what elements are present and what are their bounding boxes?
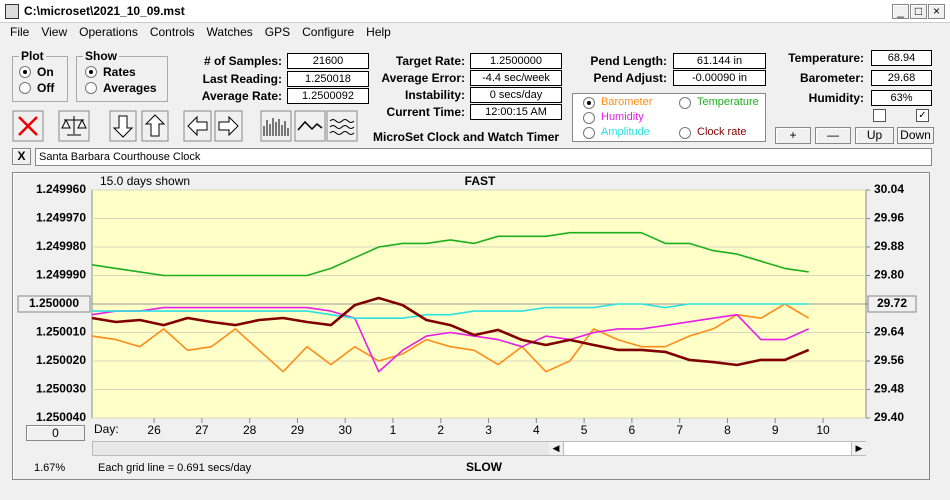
scale-label: 1.67%: [34, 462, 66, 474]
menu-item[interactable]: Help: [366, 25, 391, 39]
radio-option[interactable]: Off: [19, 81, 54, 95]
app-icon: [5, 4, 19, 19]
field-label: Humidity:: [808, 91, 864, 105]
field-label: Current Time:: [386, 105, 465, 119]
offset-button[interactable]: 0: [26, 425, 85, 441]
balance-button[interactable]: [58, 110, 90, 142]
legend-entry[interactable]: Temperature: [679, 96, 759, 109]
menu-item[interactable]: View: [41, 25, 68, 39]
legend: Barometer Temperature Humidity Amplitude Clo…: [572, 93, 766, 142]
window-title: C:\microset\2021_10_09.mst: [24, 4, 185, 18]
legend-entry[interactable]: Clock rate: [679, 126, 747, 139]
scrollbar[interactable]: ◀ ▶: [92, 441, 866, 456]
clear-button[interactable]: X: [12, 148, 31, 165]
legend-entry[interactable]: Amplitude: [583, 126, 650, 139]
maximize-button[interactable]: □: [910, 4, 927, 19]
env-button[interactable]: +: [775, 127, 811, 144]
field-value: -0.00090 in: [673, 70, 766, 86]
left-button[interactable]: [183, 110, 212, 142]
field-value: 29.68: [871, 70, 932, 86]
field-value: 1.2500000: [470, 53, 562, 69]
app-title: MicroSet Clock and Watch Timer: [373, 130, 560, 144]
toolbar: [12, 110, 358, 142]
clock-name-input[interactable]: Santa Barbara Courthouse Clock: [35, 148, 932, 166]
menu-item[interactable]: GPS: [264, 25, 291, 39]
field-label: Pend Adjust:: [593, 71, 667, 85]
field-value: 68.94: [871, 50, 932, 66]
waves-button[interactable]: [326, 110, 358, 142]
up-button[interactable]: [141, 110, 169, 142]
wave-button[interactable]: [294, 110, 326, 142]
menu-bar: File View Operations Controls Watches GPS Conf…: [4, 24, 391, 40]
field-value: 0 secs/day: [470, 87, 562, 103]
plot-group: Plot On Off: [12, 49, 68, 102]
close-window-button[interactable]: ×: [928, 4, 945, 19]
down-button[interactable]: [109, 110, 137, 142]
scroll-right[interactable]: ▶: [851, 442, 866, 455]
radio-option[interactable]: On: [19, 65, 54, 79]
field-label: Temperature:: [788, 51, 864, 65]
field-value: 61.144 in: [673, 53, 766, 69]
menu-item[interactable]: Configure: [302, 25, 355, 39]
legend-entry[interactable]: Barometer: [583, 96, 652, 109]
field-value: 63%: [871, 90, 932, 106]
menu-item[interactable]: Operations: [79, 25, 138, 39]
menu-item[interactable]: Watches: [206, 25, 253, 39]
radio-option[interactable]: Rates: [85, 65, 136, 79]
field-label: Instability:: [404, 88, 465, 102]
stop-button[interactable]: [12, 110, 44, 142]
env-button[interactable]: Down: [897, 127, 934, 144]
env-button[interactable]: —: [815, 127, 851, 144]
field-label: # of Samples:: [203, 54, 282, 68]
group-title: Plot: [19, 49, 46, 63]
right-button[interactable]: [214, 110, 243, 142]
legend-entry[interactable]: Humidity: [583, 111, 644, 124]
field-label: Average Error:: [381, 71, 465, 85]
checkbox[interactable]: ✓: [916, 109, 929, 122]
menu-item[interactable]: File: [10, 25, 30, 39]
field-label: Target Rate:: [395, 54, 465, 68]
field-value: 21600: [287, 53, 369, 69]
field-value: 12:00:15 AM: [470, 104, 562, 120]
title-bar: C:\microset\2021_10_09.mst _ □ ×: [0, 0, 950, 23]
field-label: Last Reading:: [202, 72, 282, 86]
show-group: Show Rates Averages: [76, 49, 168, 102]
bars-button[interactable]: [260, 110, 292, 142]
field-value: -4.4 sec/week: [470, 70, 562, 86]
field-label: Barometer:: [799, 71, 864, 85]
chart-panel: [12, 172, 930, 480]
field-label: Pend Length:: [590, 54, 667, 68]
group-title: Show: [83, 49, 119, 63]
field-label: Average Rate:: [201, 89, 282, 103]
minimize-button[interactable]: _: [892, 4, 909, 19]
menu-item[interactable]: Controls: [149, 25, 195, 39]
radio-option[interactable]: Averages: [85, 81, 157, 95]
env-button[interactable]: Up: [855, 127, 894, 144]
scroll-thumb[interactable]: [564, 442, 851, 455]
field-value: 1.2500092: [287, 88, 369, 104]
checkbox[interactable]: [873, 109, 886, 122]
scroll-left[interactable]: ◀: [549, 442, 564, 455]
field-value: 1.250018: [287, 71, 369, 87]
